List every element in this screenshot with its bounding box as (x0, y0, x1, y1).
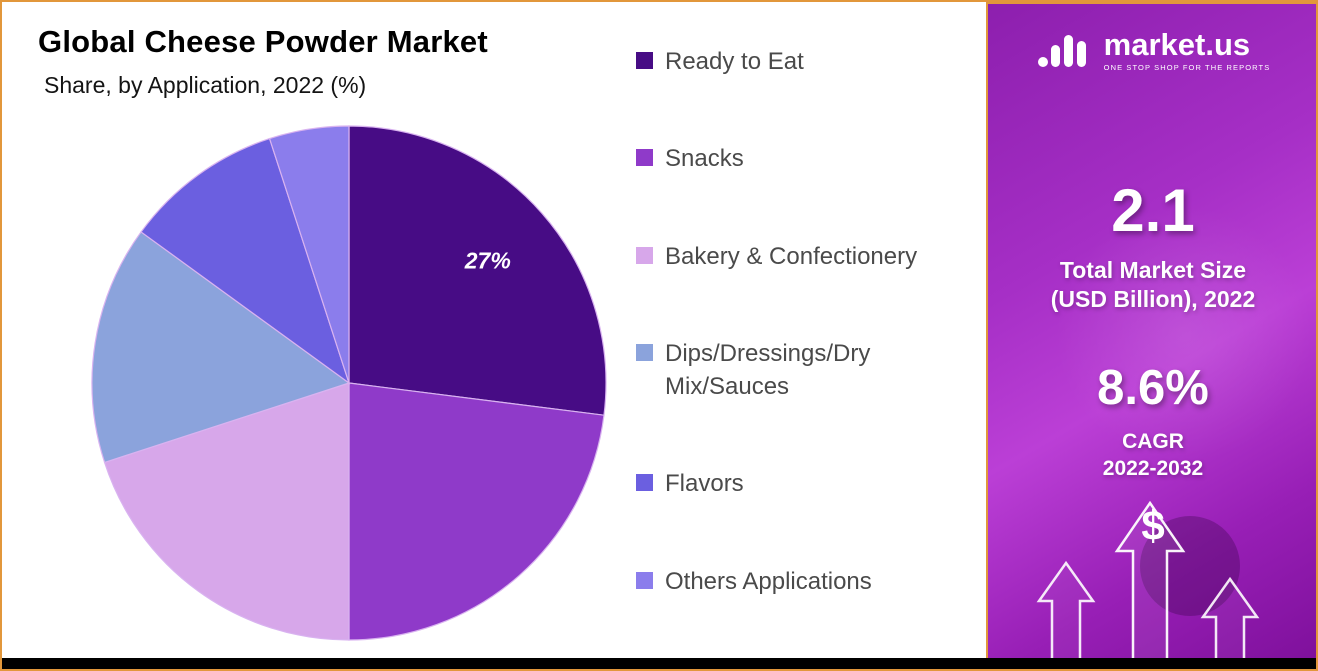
pie-chart: 27% (88, 122, 610, 644)
legend-swatch (636, 149, 653, 167)
cagr-label-line1: CAGR (1122, 430, 1184, 453)
market-size-label-line2: (USD Billion), 2022 (1050, 285, 1256, 312)
logo-text: market.us (1103, 26, 1251, 62)
page-title: Global Cheese Powder Market (38, 24, 488, 59)
legend-label: Snacks (665, 145, 744, 173)
pie-slice-dips-dressings-dry-mix-sauces (91, 231, 351, 464)
legend-label: Bakery & Confectionery (665, 242, 918, 270)
market-size-value: 2.1 (1111, 177, 1195, 244)
logo-tagline: ONE STOP SHOP FOR THE REPORTS (1103, 62, 1271, 72)
legend-item: Others Applications (636, 566, 972, 598)
market-size-label: Total Market Size (USD Billion), 2022 (988, 256, 1316, 314)
market-size-label-line1: Total Market Size (1059, 257, 1247, 283)
pie-slice-flavors (140, 137, 351, 385)
logo-text-block: market.us ONE STOP SHOP FOR THE REPORTS (1104, 29, 1271, 72)
cup-decoration (1140, 516, 1240, 616)
legend-label: Flavors (665, 470, 744, 498)
legend-item: Ready to Eat (636, 46, 972, 78)
pie-slice-ready-to-eat (348, 125, 607, 416)
growth-arrows-icon (1036, 501, 1260, 669)
cagr-value: 8.6% (1097, 361, 1209, 415)
legend-swatch (636, 246, 653, 264)
legend-item: Flavors (636, 468, 972, 500)
marketus-logo: market.us ONE STOP SHOP FOR THE REPORTS (988, 28, 1316, 72)
marketus-logo-icon (1037, 35, 1086, 67)
legend-label: Dips/Dressings/Dry Mix/Sauces (665, 340, 871, 400)
pie-chart-svg: 27% (91, 125, 607, 641)
page-subtitle: Share, by Application, 2022 (%) (44, 72, 367, 98)
legend-label: Others Applications (665, 567, 872, 595)
legend-item: Bakery & Confectionery (636, 241, 972, 273)
cagr-label-line2: 2022-2032 (1102, 457, 1204, 481)
legend-label: Ready to Eat (665, 48, 804, 75)
legend-swatch (636, 571, 653, 589)
legend-item: Dips/Dressings/Dry Mix/Sauces (636, 338, 972, 403)
pie-slice-snacks (348, 382, 605, 641)
pie-slice-bakery-confectionery (103, 382, 350, 641)
bottom-bar (2, 658, 1316, 669)
legend-swatch (636, 52, 653, 69)
legend-swatch (636, 344, 653, 362)
legend: Ready to Eat Snacks Bakery & Confectionery… (636, 46, 972, 598)
pie-slice-others-applications (268, 125, 350, 384)
pie-data-label: 27% (464, 248, 511, 274)
cagr-label: CAGR 2022-2032 (988, 428, 1316, 483)
legend-item: Snacks (636, 143, 972, 175)
sidebar: market.us ONE STOP SHOP FOR THE REPORTS … (986, 2, 1316, 669)
legend-swatch (636, 474, 653, 492)
